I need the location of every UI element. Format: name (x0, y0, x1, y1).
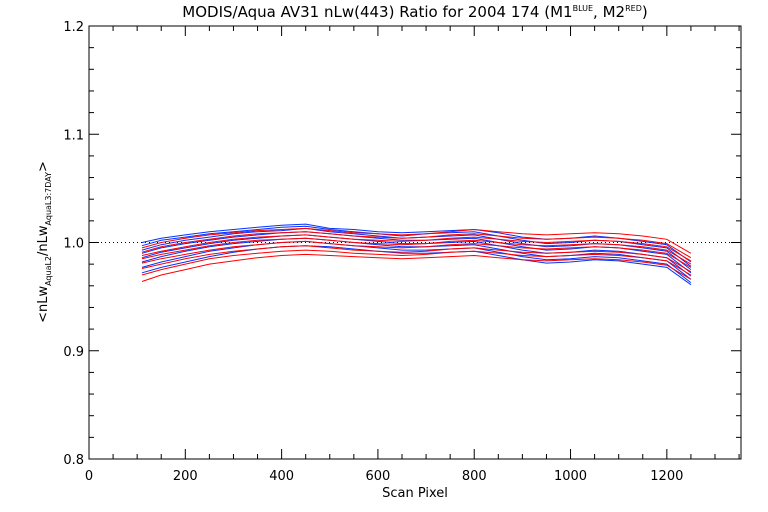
title-mid: , M2 (593, 3, 625, 21)
series-line-m2-10 (141, 234, 692, 262)
title-sup-blue: BLUE (573, 4, 593, 13)
series-line-m1-4 (141, 234, 692, 277)
x-tick-label: 1200 (650, 469, 683, 484)
ylabel-sub1: AquaL2 (44, 256, 53, 286)
series-line-m2-15 (141, 253, 692, 282)
series-line-m2-14 (141, 249, 692, 276)
y-tick-label: 1.2 (63, 20, 84, 35)
plot-frame (88, 25, 742, 460)
ylabel-start: <nLw (36, 286, 51, 323)
x-tick-label: 0 (85, 469, 93, 484)
x-tick-label: 800 (462, 469, 487, 484)
y-tick-label: 0.8 (63, 453, 84, 468)
y-tick-label: 1.0 (63, 237, 84, 252)
title-end: ) (642, 3, 648, 21)
ylabel-sub2: AquaL3:7DAY (44, 172, 53, 226)
series-layer (141, 223, 692, 286)
series-line-m1-6 (141, 240, 692, 283)
series-line-m2-12 (141, 240, 692, 268)
ylabel-mid: /nLw (36, 225, 51, 256)
series-line-m1-5 (141, 237, 692, 280)
x-tick-label: 400 (269, 469, 294, 484)
x-tick-label: 600 (366, 469, 391, 484)
ylabel-end: > (36, 161, 51, 172)
series-line-m1-7 (141, 245, 692, 286)
x-axis-label: Scan Pixel (382, 486, 448, 501)
series-line-m1-0 (141, 223, 692, 263)
y-axis-label: <nLwAquaL2/nLwAquaL3:7DAY> (36, 161, 53, 323)
x-tick-label: 200 (173, 469, 198, 484)
tick-layer: 0 200 400 600 800 1000 1200 0.8 0.9 1.0 1.1 1.2 (63, 20, 741, 484)
title-sup-red: RED (625, 4, 642, 13)
x-tick-label: 1000 (554, 469, 587, 484)
series-line-m2-8 (141, 227, 692, 254)
title-main: MODIS/Aqua AV31 nLw(443) Ratio for 2004 … (182, 3, 572, 21)
y-tick-label: 0.9 (63, 345, 84, 360)
series-line-m2-13 (141, 245, 692, 273)
chart-title: MODIS/Aqua AV31 nLw(443) Ratio for 2004 … (182, 3, 647, 21)
y-tick-label: 1.1 (63, 128, 84, 143)
series-line-m2-9 (141, 231, 692, 259)
series-line-m2-11 (141, 237, 692, 265)
